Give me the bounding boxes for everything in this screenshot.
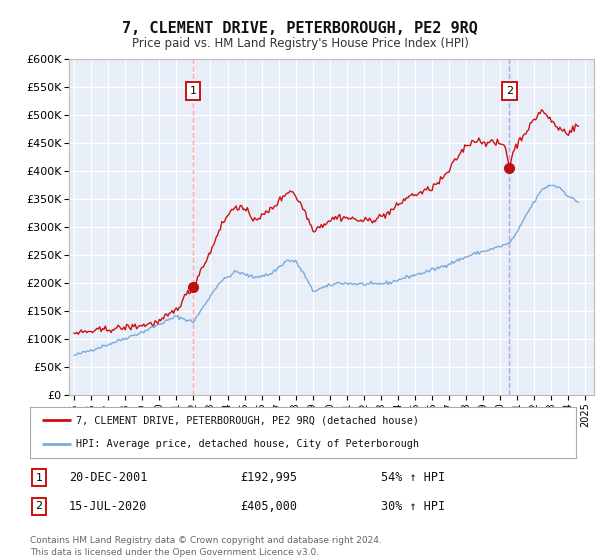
Text: This data is licensed under the Open Government Licence v3.0.: This data is licensed under the Open Gov…: [30, 548, 319, 557]
Text: 2: 2: [506, 86, 513, 96]
Text: 20-DEC-2001: 20-DEC-2001: [69, 471, 148, 484]
Text: 1: 1: [35, 473, 43, 483]
Text: 2: 2: [35, 501, 43, 511]
Text: 7, CLEMENT DRIVE, PETERBOROUGH, PE2 9RQ: 7, CLEMENT DRIVE, PETERBOROUGH, PE2 9RQ: [122, 21, 478, 36]
Text: Contains HM Land Registry data © Crown copyright and database right 2024.: Contains HM Land Registry data © Crown c…: [30, 536, 382, 545]
Text: £405,000: £405,000: [240, 500, 297, 513]
Text: 15-JUL-2020: 15-JUL-2020: [69, 500, 148, 513]
Text: Price paid vs. HM Land Registry's House Price Index (HPI): Price paid vs. HM Land Registry's House …: [131, 37, 469, 50]
Text: £192,995: £192,995: [240, 471, 297, 484]
Text: 30% ↑ HPI: 30% ↑ HPI: [381, 500, 445, 513]
Text: 54% ↑ HPI: 54% ↑ HPI: [381, 471, 445, 484]
Text: 7, CLEMENT DRIVE, PETERBOROUGH, PE2 9RQ (detached house): 7, CLEMENT DRIVE, PETERBOROUGH, PE2 9RQ …: [76, 415, 419, 425]
Text: HPI: Average price, detached house, City of Peterborough: HPI: Average price, detached house, City…: [76, 440, 419, 450]
Text: 1: 1: [190, 86, 196, 96]
